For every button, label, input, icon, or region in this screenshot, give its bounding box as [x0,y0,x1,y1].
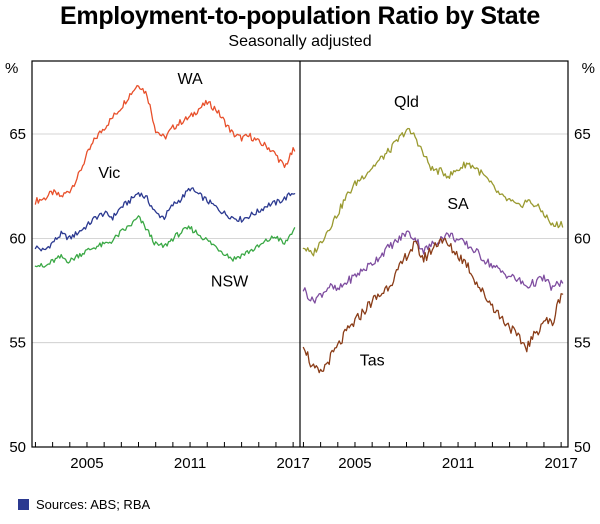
y-tick-label-left: 50 [9,439,26,456]
series-line-WA [34,84,296,205]
series-line-NSW [34,214,296,268]
chart-title: Employment-to-population Ratio by State [60,2,540,30]
series-label-SA: SA [447,196,469,213]
y-tick-label-left: 65 [9,126,26,143]
series-line-Tas [302,237,564,373]
x-tick-label: 2017 [544,455,577,472]
series-line-Qld [302,127,564,257]
blue-square-icon [18,498,29,510]
x-tick-label: 2011 [174,455,206,472]
chart-subtitle: Seasonally adjusted [228,32,372,50]
x-tick-label: 2005 [70,455,103,472]
y-tick-label-left: 60 [9,230,26,247]
series-line-SA [302,230,564,304]
unit-label-left: % [5,60,18,77]
x-tick-label: 2011 [442,455,474,472]
y-tick-label-left: 55 [9,334,26,351]
y-tick-label-right: 60 [574,230,591,247]
series-label-WA: WA [177,71,203,88]
series-line-Vic [34,186,296,252]
series-label-Qld: Qld [394,94,419,111]
chart-area: 2005 2005 2011 2011 2017 2017 50 50 55 55 60 60 65 65… [0,51,600,497]
x-tick-label: 2005 [338,455,371,472]
y-tick-label-right: 65 [574,126,591,143]
y-tick-label-right: 55 [574,334,591,351]
series-label-NSW: NSW [211,273,249,290]
x-tick-label: 2017 [276,455,309,472]
sources-text: Sources: ABS; RBA [36,496,151,512]
unit-label-right: % [582,60,595,77]
footer: Sources: ABS; RBA [18,497,600,512]
series-label-Vic: Vic [98,165,120,182]
series-label-Tas: Tas [360,352,385,369]
y-tick-label-right: 50 [574,439,591,456]
